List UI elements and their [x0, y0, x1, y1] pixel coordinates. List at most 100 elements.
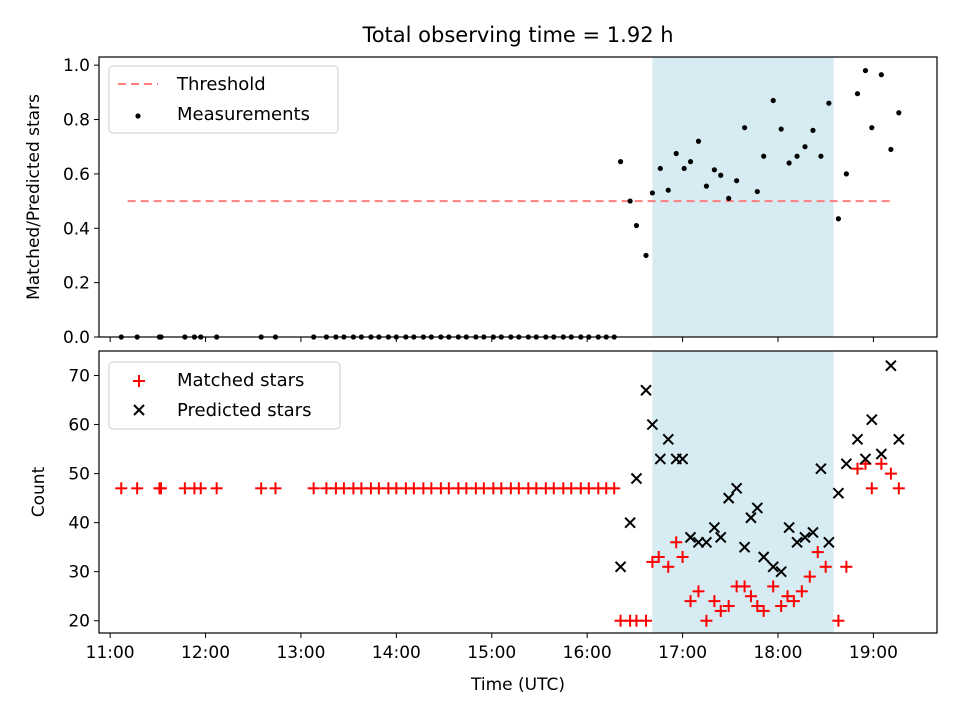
- legend-predicted-swatch: [133, 404, 145, 416]
- predicted-star-point: [684, 531, 697, 544]
- predicted-star-point: [859, 453, 872, 465]
- predicted-star-point: [775, 565, 787, 578]
- measurement-point: [818, 153, 824, 159]
- chart-title: Total observing time = 1.92 h: [361, 23, 673, 47]
- matched-star-point: [194, 482, 207, 495]
- matched-star-point: [131, 482, 144, 495]
- x-tick-label: 17:00: [658, 643, 707, 663]
- matched-star-point: [775, 600, 788, 613]
- predicted-star-point: [751, 502, 764, 514]
- measurement-point: [673, 150, 679, 157]
- matched-star-point: [738, 580, 751, 593]
- matched-star-point: [115, 482, 128, 495]
- measurement-point: [896, 110, 902, 116]
- predicted-star-point: [875, 448, 888, 460]
- measurement-point: [633, 222, 640, 229]
- matched-star-point: [787, 595, 800, 608]
- matched-star-point: [803, 570, 816, 583]
- matched-star-point: [210, 482, 223, 495]
- predicted-star-point: [823, 536, 835, 548]
- matched-star-point: [652, 550, 665, 563]
- predicted-star-point: [799, 531, 811, 544]
- x-tick-label: 19:00: [849, 643, 898, 663]
- matched-star-point: [269, 482, 282, 495]
- matched-star-point: [811, 546, 824, 559]
- x-tick-label: 11:00: [86, 643, 135, 663]
- matched-star-point: [662, 560, 675, 573]
- measurement-point: [862, 67, 869, 74]
- matched-star-point: [255, 482, 268, 495]
- measurement-point: [617, 159, 624, 165]
- predicted-star-point: [791, 536, 803, 548]
- y-tick-label: 0.2: [63, 274, 90, 294]
- predicted-star-point: [885, 360, 897, 372]
- predicted-star-point: [767, 561, 779, 573]
- predicted-star-point: [614, 561, 627, 573]
- matched-star-point: [307, 482, 320, 495]
- legend-predicted-label: Predicted stars: [177, 400, 311, 421]
- predicted-star-point: [708, 521, 721, 534]
- bottom-y-axis-label: Count: [29, 466, 49, 517]
- top-legend: Threshold Measurements: [108, 65, 339, 134]
- measurement-point: [854, 91, 861, 97]
- y-tick-label: 60: [68, 416, 90, 436]
- predicted-star-point: [840, 458, 853, 470]
- measurement-point: [843, 171, 849, 177]
- measurement-point: [741, 125, 748, 131]
- measurement-point: [687, 159, 694, 165]
- top-panel: Total observing time = 1.92 h 0.00.20.40…: [24, 23, 938, 348]
- matched-star-point: [884, 467, 897, 480]
- predicted-star-point: [630, 472, 643, 485]
- top-y-ticks: 0.0 0.2 0.4 0.6 0.8 1.0: [63, 56, 99, 348]
- top-shaded-region: [652, 57, 834, 337]
- bottom-y-ticks: 20 30 40 50 60 70: [68, 367, 99, 632]
- matched-star-point: [892, 482, 905, 495]
- measurement-point: [726, 195, 732, 201]
- measurement-point: [711, 167, 717, 173]
- predicted-star-points: [614, 360, 905, 578]
- predicted-star-point: [866, 413, 878, 426]
- predicted-star-point: [700, 536, 713, 548]
- matched-star-point: [840, 560, 853, 573]
- matched-star-point: [155, 482, 168, 495]
- x-tick-label: 13:00: [276, 643, 325, 663]
- matched-star-point: [700, 614, 713, 627]
- x-tick-label: 12:00: [181, 643, 230, 663]
- legend-threshold-label: Threshold: [176, 74, 266, 95]
- predicted-star-point: [815, 462, 827, 475]
- matched-star-point: [722, 600, 735, 613]
- measurement-point: [888, 146, 894, 153]
- x-tick-label: 16:00: [563, 643, 612, 663]
- measurement-point: [703, 183, 710, 189]
- predicted-star-point: [662, 433, 674, 445]
- x-tick-label: 18:00: [753, 643, 802, 663]
- measurement-point: [802, 144, 808, 150]
- legend-matched-label: Matched stars: [177, 370, 304, 391]
- measurement-point: [835, 216, 842, 222]
- y-tick-label: 40: [68, 514, 90, 534]
- top-y-axis-label: Matched/Predicted stars: [24, 94, 44, 300]
- matched-star-point: [744, 590, 757, 603]
- matched-star-point: [640, 614, 653, 627]
- legend-matched-swatch: [133, 375, 145, 387]
- measurement-point: [734, 178, 740, 184]
- matched-star-point: [832, 614, 845, 627]
- x-tick-label: 14:00: [372, 643, 421, 663]
- predicted-star-point: [893, 433, 905, 445]
- predicted-star-point: [722, 492, 735, 504]
- predicted-star-point: [730, 482, 743, 495]
- predicted-star-point: [654, 453, 667, 465]
- y-tick-label: 70: [68, 367, 90, 387]
- predicted-star-point: [757, 551, 770, 563]
- measurement-point: [794, 153, 800, 159]
- measurement-point: [761, 153, 767, 159]
- y-tick-label: 0.6: [63, 165, 90, 185]
- legend-measurements-swatch: [135, 113, 141, 119]
- predicted-star-point: [807, 526, 819, 539]
- predicted-star-point: [745, 512, 757, 524]
- y-tick-label: 20: [68, 612, 90, 632]
- matched-star-point: [692, 585, 705, 598]
- matched-star-point: [875, 457, 888, 470]
- predicted-star-point: [851, 433, 864, 445]
